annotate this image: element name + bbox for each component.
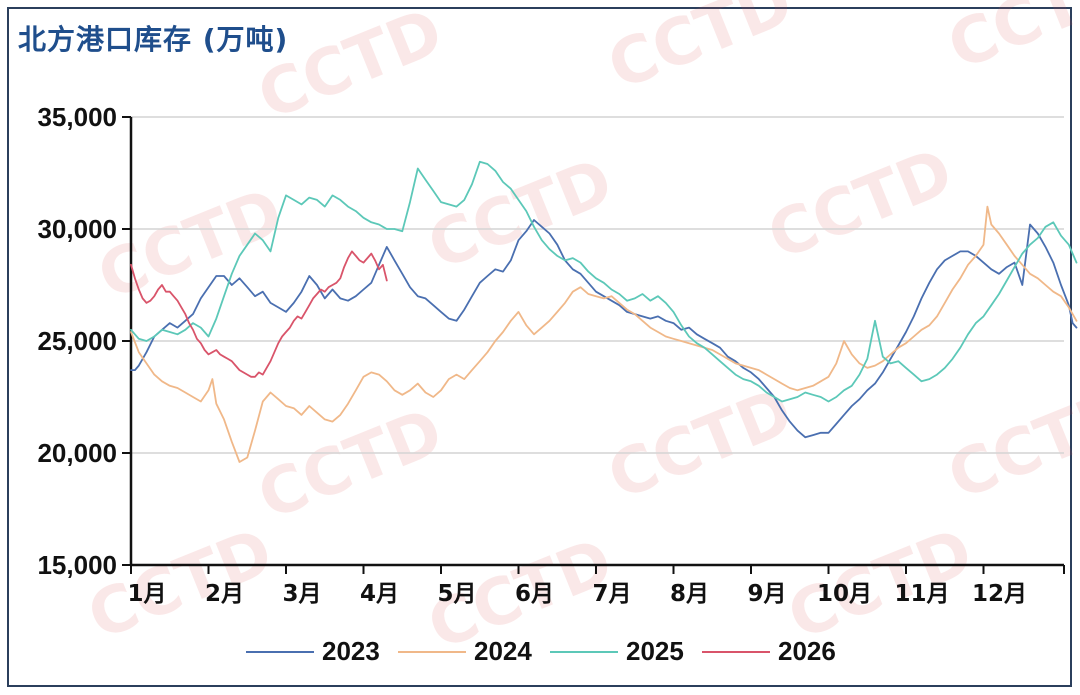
y-tick-label-3: 30,000: [37, 214, 117, 244]
watermark-6: CCTD: [248, 395, 453, 535]
chart-title: 北方港口库存 (万吨): [18, 23, 289, 56]
watermark-3: CCTD: [88, 175, 293, 315]
watermark-5: CCTD: [758, 135, 963, 275]
x-tick-label-0: 1月: [127, 581, 166, 607]
watermark-9: CCTD: [78, 515, 283, 655]
watermark-2: CCTD: [938, 0, 1080, 85]
legend: 2023 2024 2025 2026: [246, 636, 836, 666]
series-line-2025: [130, 160, 1078, 403]
legend-label-2024: 2024: [474, 636, 532, 666]
x-tick-label-7: 8月: [670, 581, 709, 607]
chart-frame: [7, 7, 1072, 687]
series-line-2026: [130, 250, 388, 378]
series-line-2023: [130, 219, 1078, 439]
y-tick-label-1: 20,000: [37, 438, 117, 468]
x-tick-label-2: 3月: [282, 581, 321, 607]
x-tick-label-3: 4月: [360, 581, 399, 607]
x-tick-label-8: 9月: [747, 581, 786, 607]
y-tick-label-4: 35,000: [37, 102, 117, 132]
watermark-4: CCTD: [418, 145, 623, 285]
watermark-1: CCTD: [598, 0, 803, 105]
watermark-0: CCTD: [248, 0, 453, 135]
x-tick-label-5: 6月: [515, 581, 554, 607]
x-tick-label-10: 11月: [894, 581, 949, 607]
x-tick-label-9: 10月: [817, 581, 872, 607]
y-tick-label-0: 15,000: [37, 550, 117, 580]
watermark-11: CCTD: [778, 515, 983, 655]
legend-label-2023: 2023: [322, 636, 380, 666]
legend-label-2026: 2026: [778, 636, 836, 666]
watermark-8: CCTD: [938, 375, 1080, 515]
x-tick-label-1: 2月: [205, 581, 244, 607]
y-tick-label-2: 25,000: [37, 326, 117, 356]
x-tick-label-11: 12月: [972, 581, 1027, 607]
x-tick-label-4: 5月: [437, 581, 476, 607]
legend-label-2025: 2025: [626, 636, 684, 666]
x-tick-label-6: 7月: [592, 581, 631, 607]
axes-layer: 15,000 20,000 25,000 30,000 35,000 1月 2月 3月 4月 5月…: [37, 102, 1065, 607]
series-line-2024: [130, 205, 1078, 463]
series-layer: [130, 160, 1078, 463]
